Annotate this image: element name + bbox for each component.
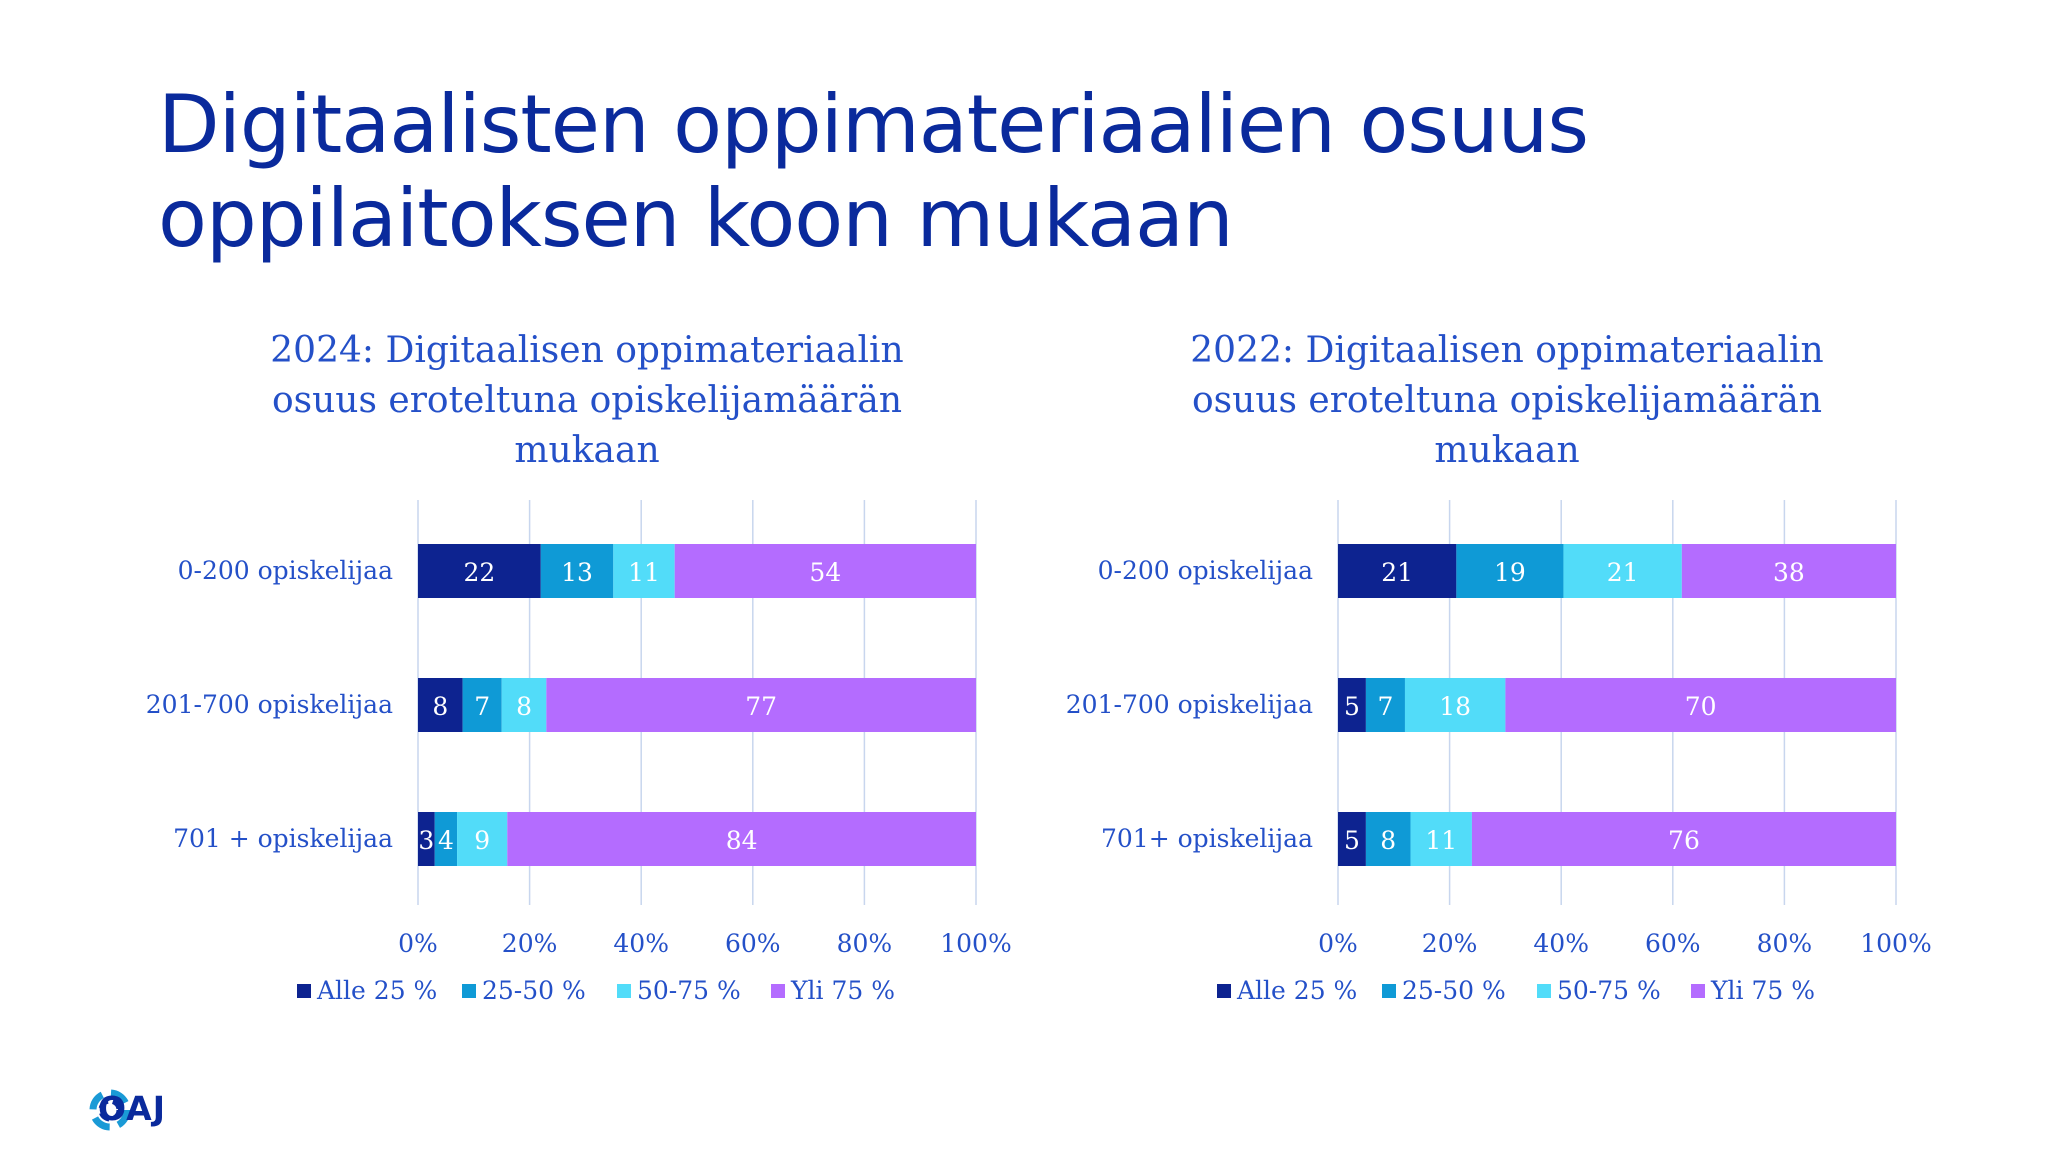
legend-swatch <box>462 984 476 998</box>
data-label: 8 <box>516 692 532 721</box>
data-label: 7 <box>1377 692 1393 721</box>
bar-segment <box>1471 812 1896 866</box>
category-label: 0-200 opiskelijaa <box>178 556 393 585</box>
bar-segment <box>1681 544 1896 598</box>
legend-swatch <box>771 984 785 998</box>
bar-segment <box>418 812 435 866</box>
legend-swatch <box>1537 984 1551 998</box>
legend-label: Yli 75 % <box>1710 976 1815 1005</box>
x-tick-label: 0% <box>1318 929 1358 958</box>
x-tick-label: 40% <box>1533 929 1589 958</box>
data-label: 7 <box>474 692 490 721</box>
category-label: 0-200 opiskelijaa <box>1098 556 1313 585</box>
bar-segment <box>1338 544 1457 598</box>
legend-label: Alle 25 % <box>316 976 437 1005</box>
chart-2022-title-line-1: 2022: Digitaalisen oppimateriaalin <box>1190 330 1824 371</box>
chart-2022-title-line-2: osuus eroteltuna opiskelijamäärän <box>1191 380 1823 421</box>
category-label: 701 + opiskelijaa <box>173 824 393 853</box>
x-tick-label: 100% <box>1860 929 1931 958</box>
legend-label: Yli 75 % <box>790 976 895 1005</box>
chart-2024-title: 2024: Digitaalisen oppimateriaalin osuus… <box>207 326 967 476</box>
data-label: 8 <box>432 692 448 721</box>
bar-segment <box>418 544 541 598</box>
bar-segment <box>507 812 976 866</box>
legend-swatch <box>297 984 311 998</box>
category-label: 201-700 opiskelijaa <box>1066 690 1313 719</box>
page-title-line-1: Digitaalisten oppimateriaalien osuus <box>158 78 1589 171</box>
x-tick-label: 60% <box>725 929 781 958</box>
data-label: 77 <box>745 692 777 721</box>
x-tick-label: 20% <box>502 929 558 958</box>
bar-segment <box>546 678 976 732</box>
bar-segment <box>1365 678 1405 732</box>
bar-segment <box>540 544 614 598</box>
logo-text: OAJ <box>98 1089 166 1128</box>
page-title: Digitaalisten oppimateriaalien osuus opp… <box>158 78 1858 266</box>
data-label: 5 <box>1344 692 1360 721</box>
chart-2024-title-line-2: osuus eroteltuna opiskelijamäärän <box>271 380 903 421</box>
legend-label: 25-50 % <box>482 976 586 1005</box>
data-label: 38 <box>1773 558 1805 587</box>
x-tick-label: 60% <box>1645 929 1701 958</box>
chart-2022-title: 2022: Digitaalisen oppimateriaalin osuus… <box>1127 326 1887 476</box>
data-label: 54 <box>809 558 841 587</box>
legend-swatch <box>1217 984 1231 998</box>
chart-2022-title-line-3: mukaan <box>1434 430 1580 471</box>
data-label: 3 <box>418 826 434 855</box>
data-label: 18 <box>1439 692 1471 721</box>
data-label: 13 <box>561 558 593 587</box>
legend-label: 50-75 % <box>1557 976 1661 1005</box>
data-label: 4 <box>438 826 454 855</box>
bar-segment <box>1410 812 1472 866</box>
legend-swatch <box>1691 984 1705 998</box>
category-label: 201-700 opiskelijaa <box>146 690 393 719</box>
legend-swatch <box>1382 984 1396 998</box>
data-label: 11 <box>1425 826 1457 855</box>
x-tick-label: 80% <box>837 929 893 958</box>
data-label: 19 <box>1494 558 1526 587</box>
data-label: 70 <box>1685 692 1717 721</box>
x-tick-label: 80% <box>1757 929 1813 958</box>
bar-segment <box>1563 544 1682 598</box>
x-tick-label: 40% <box>613 929 669 958</box>
x-tick-label: 100% <box>940 929 1011 958</box>
data-label: 84 <box>726 826 758 855</box>
bar-segment <box>1338 812 1366 866</box>
data-label: 21 <box>1607 558 1639 587</box>
category-label: 701+ opiskelijaa <box>1101 824 1313 853</box>
data-label: 11 <box>628 558 660 587</box>
legend-label: Alle 25 % <box>1236 976 1357 1005</box>
legend-swatch <box>617 984 631 998</box>
bar-segment <box>674 544 976 598</box>
bar-segment <box>1338 678 1366 732</box>
oaj-logo-icon <box>89 1089 131 1131</box>
chart-2022: 0% 20% 40% 60% 80% 100% 0-200 opiskelijaa 21 19 2… <box>1066 500 1932 1005</box>
bar-segment <box>457 812 508 866</box>
bar-segment <box>434 812 458 866</box>
data-label: 5 <box>1344 826 1360 855</box>
bar-segment <box>613 544 675 598</box>
legend-label: 25-50 % <box>1402 976 1506 1005</box>
chart-2024: 0% 20% 40% 60% 80% 100% 0-200 opiskelijaa 22 13 1… <box>146 500 1012 1005</box>
chart-2024-title-line-1: 2024: Digitaalisen oppimateriaalin <box>270 330 904 371</box>
data-label: 21 <box>1381 558 1413 587</box>
page-title-line-2: oppilaitoksen koon mukaan <box>158 172 1234 265</box>
data-label: 8 <box>1380 826 1396 855</box>
data-label: 76 <box>1668 826 1700 855</box>
bar-segment <box>1505 678 1896 732</box>
data-label: 22 <box>463 558 495 587</box>
legend-label: 50-75 % <box>637 976 741 1005</box>
x-tick-label: 0% <box>398 929 438 958</box>
data-label: 9 <box>474 826 490 855</box>
bar-segment <box>1365 812 1411 866</box>
x-tick-label: 20% <box>1422 929 1478 958</box>
bar-segment <box>418 678 463 732</box>
bar-segment <box>462 678 502 732</box>
bar-segment <box>1456 544 1564 598</box>
chart-2024-title-line-3: mukaan <box>514 430 660 471</box>
bar-segment <box>1404 678 1506 732</box>
bar-segment <box>501 678 547 732</box>
